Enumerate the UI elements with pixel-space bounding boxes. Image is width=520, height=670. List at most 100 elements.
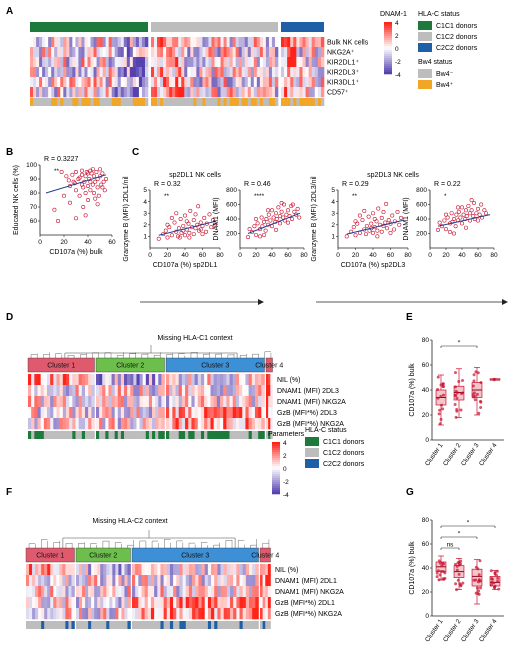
- bw4-legend-swatch: [418, 80, 432, 89]
- hla-status-cell: [138, 621, 142, 629]
- hla-status-cell: [38, 621, 42, 629]
- heatmap-cell: [69, 396, 73, 408]
- hla-legend-swatch: [418, 43, 432, 52]
- hla-status-cell: [248, 431, 253, 439]
- heatmap-cell: [248, 407, 253, 419]
- heatmap-cell: [129, 57, 134, 68]
- box-iqr: [471, 568, 483, 587]
- heatmap-cell: [54, 77, 58, 88]
- heatmap-cell: [35, 597, 39, 609]
- heatmap-cell: [226, 564, 231, 576]
- bw4-status-cell: [48, 98, 52, 106]
- heatmap-cell: [232, 374, 237, 386]
- heatmap-cell: [97, 608, 101, 620]
- bw4-status-cell: [175, 98, 179, 106]
- heatmap-cell: [256, 37, 261, 48]
- y-tick-label: 40: [422, 387, 430, 394]
- y-tick-label: 1: [143, 234, 147, 241]
- cluster-label-4: Cluster 4: [255, 363, 283, 370]
- data-point: [436, 569, 440, 573]
- hla-status-cell: [255, 621, 259, 629]
- bw4-status-cell: [241, 98, 246, 106]
- y-tick-label: 3: [331, 210, 335, 217]
- heatmap-cell: [85, 418, 89, 430]
- bw4-status-cell: [308, 98, 313, 106]
- heatmap-cell: [118, 586, 122, 598]
- heatmap-cell: [147, 608, 152, 620]
- heatmap-cell: [194, 418, 199, 430]
- heatmap-cell: [211, 67, 215, 78]
- heatmap-cell: [123, 87, 128, 98]
- heatmap-cell: [117, 77, 122, 88]
- heatmap-cell: [76, 586, 80, 598]
- heatmap-cell: [142, 396, 147, 408]
- heatmap-cell: [166, 407, 170, 419]
- heatmap-cell: [154, 87, 158, 98]
- heatmap-cell: [106, 608, 110, 620]
- panel-letter-c: C: [132, 147, 139, 158]
- heatmap-cell: [78, 385, 83, 397]
- hla-status-cell: [166, 621, 171, 629]
- data-point: [455, 564, 459, 568]
- hla-status-cell: [103, 621, 107, 629]
- x-tick-label: 80: [300, 252, 308, 259]
- data-point: [436, 396, 440, 400]
- heatmap-cell: [175, 396, 180, 408]
- y-tick-label: 1: [331, 234, 335, 241]
- heatmap-cell: [191, 374, 195, 386]
- bw4-status-cell: [274, 98, 279, 106]
- heatmap-cell: [69, 67, 73, 78]
- heatmap-cell: [72, 57, 76, 68]
- row-label-4: GzB (MFI*%) NKG2A: [277, 421, 344, 428]
- data-point: [472, 391, 476, 395]
- heatmap-cell: [253, 77, 258, 88]
- heatmap-cell: [66, 67, 70, 78]
- trend-line: [437, 214, 491, 227]
- heatmap-cell: [259, 57, 264, 68]
- hla-status-cell: [226, 621, 231, 629]
- heatmap-cell: [305, 77, 309, 88]
- data-point: [96, 193, 101, 198]
- hla-status-cell: [133, 431, 137, 439]
- heatmap-cell: [242, 407, 246, 419]
- heatmap-cell: [84, 77, 88, 88]
- heatmap-cell: [223, 67, 227, 78]
- data-point: [454, 393, 458, 397]
- heatmap-cell: [48, 87, 52, 98]
- hla-status-cell: [114, 431, 119, 439]
- heatmap-cell: [59, 586, 63, 598]
- data-point: [367, 228, 372, 233]
- hla-status-cell: [109, 621, 113, 629]
- data-point: [293, 212, 298, 217]
- hla-status-cell: [200, 431, 205, 439]
- heatmap-cell: [127, 396, 131, 408]
- data-point: [55, 219, 60, 224]
- heatmap-cell: [114, 47, 119, 58]
- heatmap-cell: [281, 37, 285, 48]
- heatmap-cell: [34, 418, 38, 430]
- heatmap-cell: [66, 385, 70, 397]
- heatmap-cell: [41, 586, 45, 598]
- heatmap-cell: [154, 586, 158, 598]
- heatmap-cell: [82, 575, 86, 587]
- hla-status-cell: [220, 431, 224, 439]
- heatmap-cell: [100, 575, 104, 587]
- heatmap-cell: [254, 418, 259, 430]
- data-point: [479, 586, 483, 590]
- heatmap-cell: [172, 87, 176, 98]
- heatmap-cell: [115, 586, 119, 598]
- heatmap-cell: [160, 597, 164, 609]
- cluster-label-4: Cluster 4: [251, 553, 279, 560]
- heatmap-cell: [251, 396, 256, 408]
- heatmap-cell: [71, 608, 75, 620]
- heatmap-cell: [208, 77, 212, 88]
- heatmap-cell: [254, 396, 259, 408]
- hla-status-cell: [214, 621, 218, 629]
- heatmap-cell: [210, 396, 214, 408]
- heatmap-cell: [205, 37, 209, 48]
- x-axis-label: CD107a (%) sp2DL1: [153, 262, 218, 269]
- heatmap-cell: [81, 77, 85, 88]
- x-tick-label: 0: [428, 252, 432, 259]
- heatmap-cell: [188, 586, 193, 598]
